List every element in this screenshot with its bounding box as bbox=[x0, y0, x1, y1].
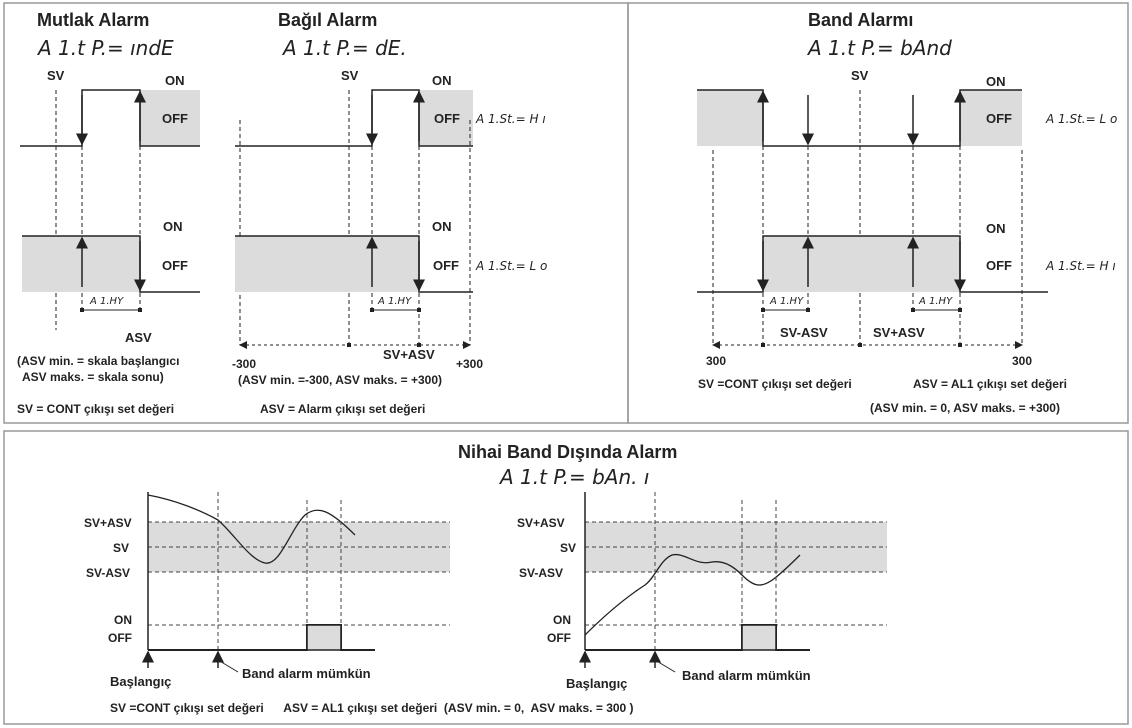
panel-2: Band Alarmı A 1.t P.= bAnd SV ON OFF A 1… bbox=[697, 10, 1117, 415]
legend-asv: ASV = Alarm çıkışı set değeri bbox=[260, 402, 425, 416]
note-bagil: (ASV min. =-300, ASV maks. = +300) bbox=[238, 373, 442, 387]
panel-1: Mutlak Alarm A 1.t P.= ındE Bağıl Alarm … bbox=[17, 10, 547, 416]
note-mutlak-1: (ASV min. = skala başlangıcı bbox=[17, 354, 179, 368]
st-hi-label: A 1.St.= H ı bbox=[1045, 259, 1116, 273]
on-label: ON bbox=[986, 221, 1006, 236]
on-label: ON bbox=[163, 219, 183, 234]
sv-label: SV bbox=[341, 68, 359, 83]
asv-range-note: (ASV min. = 0, ASV maks. = +300) bbox=[870, 401, 1060, 415]
code-band: A 1.t P.= bAnd bbox=[806, 36, 952, 60]
st-lo-label: A 1.St.= L o bbox=[475, 259, 547, 273]
on-label: ON bbox=[165, 73, 185, 88]
off-label: OFF bbox=[547, 631, 571, 645]
sv-plus-label: SV+ASV bbox=[873, 325, 925, 340]
sv-minus-label: SV-ASV bbox=[86, 566, 130, 580]
left-300-label: 300 bbox=[706, 354, 726, 368]
on-label: ON bbox=[432, 219, 452, 234]
right-300-label: 300 bbox=[1012, 354, 1032, 368]
sv-label: SV bbox=[113, 541, 129, 555]
sv-plus-label: SV+ASV bbox=[84, 516, 132, 530]
code-mutlak: A 1.t P.= ındE bbox=[36, 36, 174, 60]
band-shade bbox=[140, 90, 200, 146]
off-label: OFF bbox=[108, 631, 132, 645]
st-lo-label: A 1.St.= L o bbox=[1045, 112, 1117, 126]
title-band: Band Alarmı bbox=[808, 10, 913, 30]
band-enabled-label: Band alarm mümkün bbox=[682, 668, 811, 683]
legend-nihai: SV =CONT çıkışı set değeri ASV = AL1 çık… bbox=[110, 701, 634, 715]
code-bagil: A 1.t P.= dE. bbox=[281, 36, 407, 60]
off-label: OFF bbox=[162, 258, 188, 273]
sv-minus-label: SV-ASV bbox=[519, 566, 563, 580]
title-mutlak: Mutlak Alarm bbox=[37, 10, 149, 30]
sv-label: SV bbox=[851, 68, 869, 83]
off-label: OFF bbox=[433, 258, 459, 273]
legend-asv: ASV = AL1 çıkışı set değeri bbox=[913, 377, 1067, 391]
p300-label: +300 bbox=[456, 357, 483, 371]
sv-minus-label: SV-ASV bbox=[780, 325, 828, 340]
start-label: Başlangıç bbox=[566, 676, 627, 691]
on-label: ON bbox=[432, 73, 452, 88]
hys-label: A 1.HY bbox=[769, 296, 804, 307]
legend-sv: SV = CONT çıkışı set değeri bbox=[17, 402, 174, 416]
st-hi-label: A 1.St.= H ı bbox=[475, 112, 546, 126]
sv-asv-label: SV+ASV bbox=[383, 347, 435, 362]
off-label: OFF bbox=[162, 111, 188, 126]
asv-label: ASV bbox=[125, 330, 152, 345]
start-label: Başlangıç bbox=[110, 674, 171, 689]
sv-plus-label: SV+ASV bbox=[517, 516, 565, 530]
off-label: OFF bbox=[986, 258, 1012, 273]
hys-label: A 1.HY bbox=[918, 296, 953, 307]
panel-2-border bbox=[627, 2, 1129, 424]
panel-3-border bbox=[3, 430, 1129, 725]
on-label: ON bbox=[986, 74, 1006, 89]
sv-label: SV bbox=[47, 68, 65, 83]
band-enabled-label: Band alarm mümkün bbox=[242, 666, 371, 681]
title-bagil: Bağıl Alarm bbox=[278, 10, 377, 30]
on-label: ON bbox=[553, 613, 571, 627]
code-nihai: A 1.t P.= bAn. ı bbox=[498, 465, 649, 489]
m300-label: -300 bbox=[232, 357, 256, 371]
hys-label: A 1.HY bbox=[377, 296, 412, 307]
legend-sv: SV =CONT çıkışı set değeri bbox=[698, 377, 852, 391]
panel-3: Nihai Band Dışında Alarm A 1.t P.= bAn. … bbox=[84, 442, 887, 715]
off-label: OFF bbox=[434, 111, 460, 126]
note-mutlak-2: ASV maks. = skala sonu) bbox=[22, 370, 164, 384]
on-label: ON bbox=[114, 613, 132, 627]
sv-label: SV bbox=[560, 541, 576, 555]
off-label: OFF bbox=[986, 111, 1012, 126]
hys-label: A 1.HY bbox=[89, 296, 124, 307]
title-nihai: Nihai Band Dışında Alarm bbox=[458, 442, 677, 462]
